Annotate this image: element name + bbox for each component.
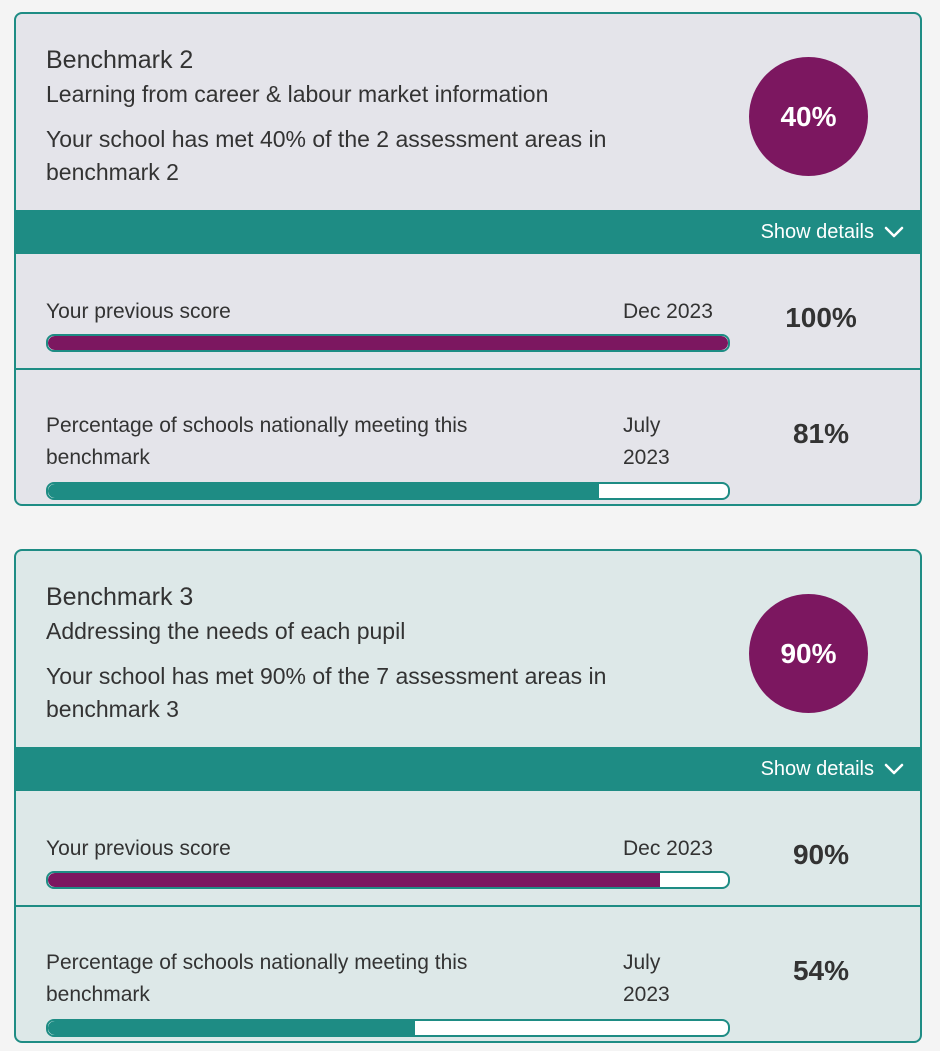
previous-score-row: Your previous score Dec 2023 100% — [16, 254, 920, 370]
national-score-fill — [48, 484, 599, 498]
benchmark-header: Benchmark 2 Learning from career & labou… — [16, 14, 920, 210]
details-bar: Show details — [16, 210, 920, 254]
show-details-button[interactable]: Show details — [761, 210, 904, 254]
benchmark-card: Benchmark 3 Addressing the needs of each… — [14, 549, 922, 1043]
national-score-date: July 2023 — [623, 414, 670, 469]
chevron-down-icon — [884, 763, 904, 775]
previous-score-bar — [46, 871, 730, 889]
benchmark-subtitle: Addressing the needs of each pupil — [46, 618, 406, 644]
score-badge: 40% — [749, 57, 868, 176]
previous-score-bar — [46, 334, 730, 352]
benchmark-subtitle: Learning from career & labour market inf… — [46, 81, 549, 107]
national-score-bar — [46, 1019, 730, 1037]
previous-score-label: Your previous score — [46, 300, 231, 323]
benchmark-description: Your school has met 40% of the 2 assessm… — [46, 126, 607, 185]
national-score-label: Percentage of schools nationally meeting… — [46, 414, 468, 469]
previous-score-row: Your previous score Dec 2023 90% — [16, 791, 920, 907]
national-score-date: July 2023 — [623, 951, 670, 1006]
previous-score-date: Dec 2023 — [623, 837, 713, 860]
details-bar: Show details — [16, 747, 920, 791]
national-score-label: Percentage of schools nationally meeting… — [46, 951, 468, 1006]
previous-score-fill — [48, 873, 660, 887]
benchmark-title: Benchmark 3 — [46, 583, 194, 611]
benchmark-description: Your school has met 90% of the 7 assessm… — [46, 663, 607, 722]
national-score-bar — [46, 482, 730, 500]
national-score-fill — [48, 1021, 416, 1035]
national-score-value: 54% — [792, 955, 850, 986]
show-details-label: Show details — [760, 220, 874, 243]
benchmark-title: Benchmark 2 — [46, 46, 194, 74]
national-score-row: Percentage of schools nationally meeting… — [16, 907, 920, 1041]
previous-score-fill — [48, 336, 728, 350]
previous-score-value: 90% — [792, 839, 850, 870]
show-details-label: Show details — [760, 757, 874, 780]
national-score-value: 81% — [792, 418, 850, 449]
previous-score-label: Your previous score — [46, 837, 231, 860]
show-details-button[interactable]: Show details — [761, 747, 904, 791]
chevron-down-icon — [884, 226, 904, 238]
previous-score-date: Dec 2023 — [623, 300, 713, 323]
previous-score-value: 100% — [785, 302, 857, 333]
score-badge: 90% — [749, 594, 868, 713]
benchmark-card: Benchmark 2 Learning from career & labou… — [14, 12, 922, 506]
benchmark-header: Benchmark 3 Addressing the needs of each… — [16, 551, 920, 747]
national-score-row: Percentage of schools nationally meeting… — [16, 370, 920, 504]
